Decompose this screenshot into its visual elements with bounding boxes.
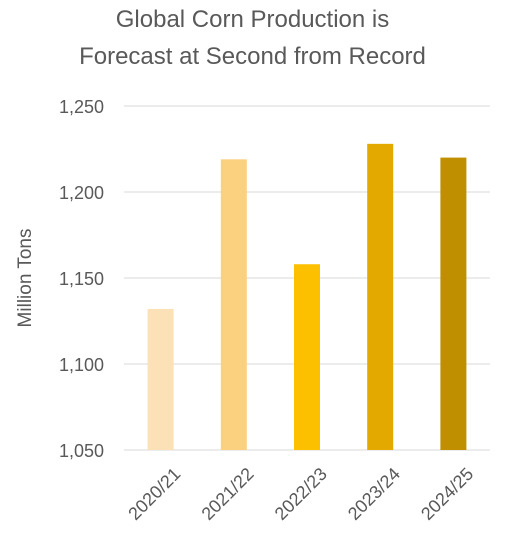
x-tick-label: 2020/21 xyxy=(124,464,184,524)
chart-title-line-2: Forecast at Second from Record xyxy=(79,43,426,70)
bars xyxy=(147,143,467,450)
bar-2023-24 xyxy=(367,143,394,450)
y-tick-label: 1,100 xyxy=(59,355,104,375)
y-axis-label: Million Tons xyxy=(15,229,36,328)
bar-2021-22 xyxy=(220,159,247,450)
y-tick-label: 1,150 xyxy=(59,269,104,289)
x-tick-label: 2021/22 xyxy=(198,464,258,524)
chart-title-line-1: Global Corn Production is xyxy=(115,6,390,33)
y-tick-label: 1,200 xyxy=(59,183,104,203)
y-axis-ticks: 1,050 1,100 1,150 1,200 1,250 xyxy=(59,97,104,461)
bar-2024-25 xyxy=(440,157,467,450)
x-tick-label: 2023/24 xyxy=(344,464,404,524)
y-tick-label: 1,050 xyxy=(59,441,104,461)
bar-2022-23 xyxy=(294,264,320,450)
x-tick-label: 2022/23 xyxy=(271,464,331,524)
bar-2020-21 xyxy=(147,308,174,450)
x-tick-label: 2024/25 xyxy=(417,464,477,524)
x-axis-ticks: 2020/21 2021/22 2022/23 2023/24 2024/25 xyxy=(124,464,477,524)
y-tick-label: 1,250 xyxy=(59,97,104,117)
